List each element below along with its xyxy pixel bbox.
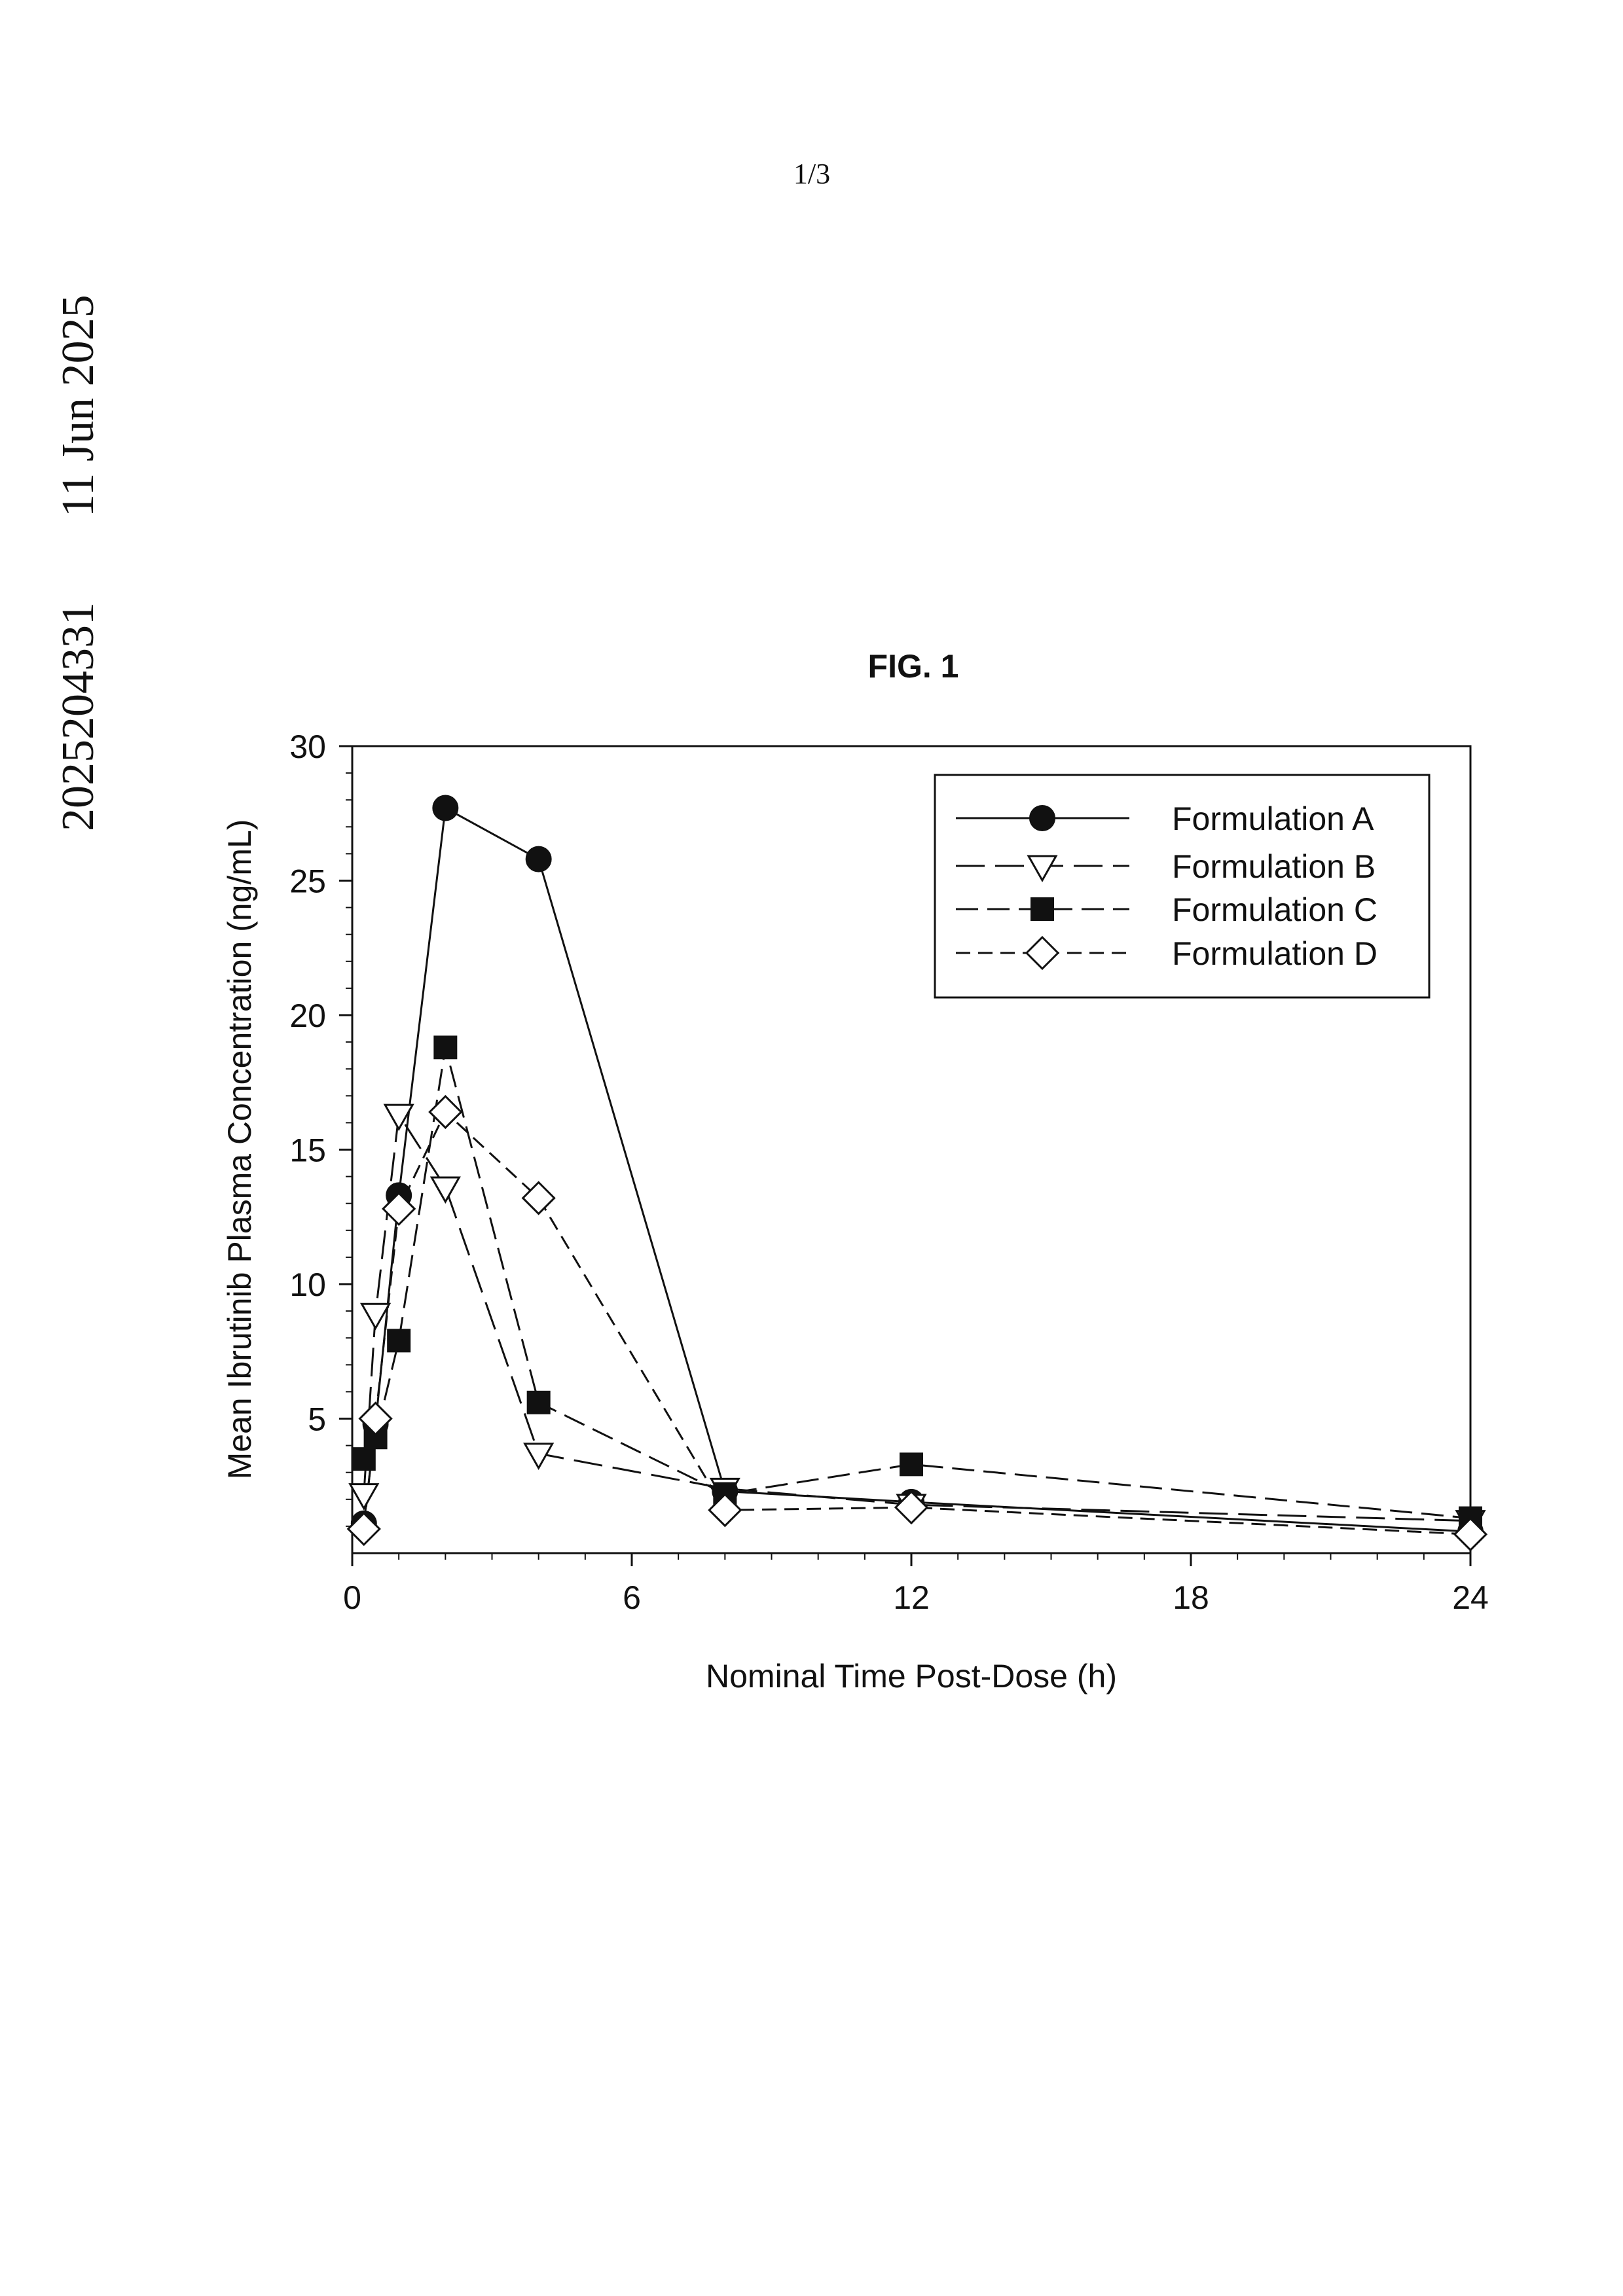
legend-label: Formulation C: [1172, 891, 1377, 928]
data-point-d: [429, 1096, 461, 1128]
y-axis-label: Mean Ibrutinib Plasma Concentration (ng/…: [221, 819, 258, 1480]
legend-marker: [1030, 806, 1055, 831]
data-point-c: [900, 1452, 923, 1476]
x-tick-label: 24: [1452, 1579, 1489, 1616]
legend-label: Formulation D: [1172, 935, 1377, 972]
y-tick-label: 5: [308, 1401, 326, 1438]
x-tick-label: 6: [623, 1579, 641, 1616]
y-tick-label: 10: [289, 1266, 326, 1303]
legend-marker: [1030, 897, 1054, 921]
data-point-a: [526, 847, 551, 872]
data-point-c: [527, 1391, 551, 1414]
y-tick-label: 20: [289, 997, 326, 1034]
data-point-c: [433, 1035, 457, 1059]
y-tick-label: 25: [289, 863, 326, 900]
data-point-a: [433, 796, 458, 821]
data-point-b: [350, 1484, 378, 1509]
legend-label: Formulation A: [1172, 800, 1374, 837]
y-tick-label: 30: [289, 728, 326, 765]
data-point-b: [431, 1177, 459, 1202]
data-point-c: [352, 1447, 376, 1471]
legend: Formulation A Formulation B Formulation C F…: [935, 775, 1429, 997]
x-axis-label: Nominal Time Post-Dose (h): [706, 1658, 1117, 1695]
chart-title: FIG. 1: [868, 648, 959, 685]
data-point-c: [387, 1329, 410, 1352]
y-tick-label: 15: [289, 1132, 326, 1169]
x-tick-label: 0: [343, 1579, 361, 1616]
x-tick-label: 18: [1173, 1579, 1209, 1616]
x-tick-label: 12: [893, 1579, 930, 1616]
legend-label: Formulation B: [1172, 848, 1376, 885]
